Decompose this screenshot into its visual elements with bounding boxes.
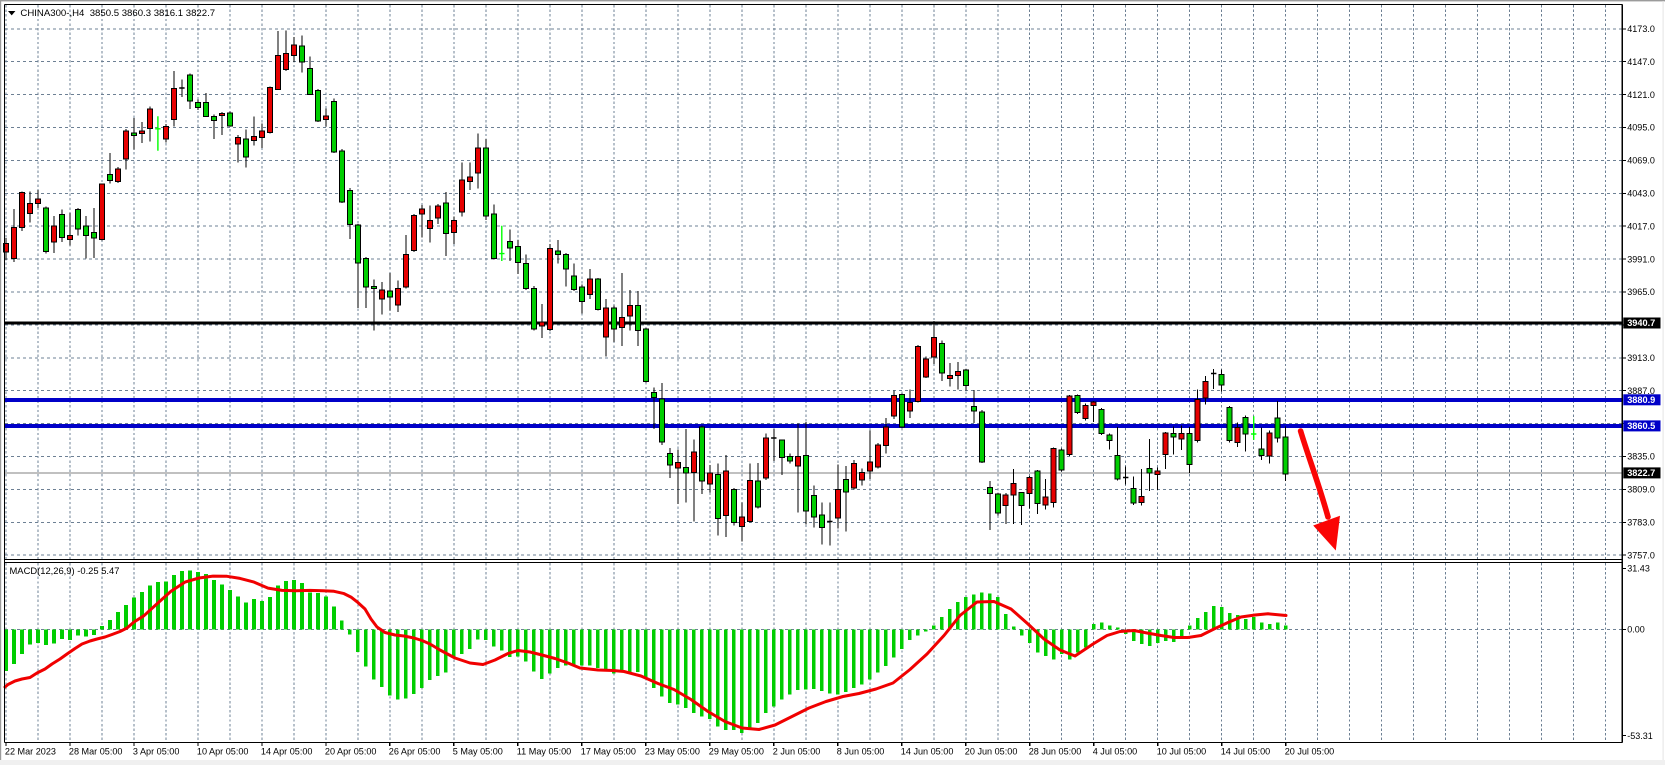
svg-text:10 Apr 05:00: 10 Apr 05:00 (197, 747, 249, 757)
svg-text:2 Jun 05:00: 2 Jun 05:00 (773, 747, 821, 757)
svg-text:MACD(12,26,9) -0.25 5.47: MACD(12,26,9) -0.25 5.47 (10, 565, 120, 576)
svg-text:20 Jul 05:00: 20 Jul 05:00 (1285, 747, 1335, 757)
svg-text:22 Mar 2023: 22 Mar 2023 (5, 747, 56, 757)
svg-text:3965.0: 3965.0 (1627, 287, 1655, 297)
svg-text:3757.0: 3757.0 (1627, 550, 1655, 560)
svg-text:3 Apr 05:00: 3 Apr 05:00 (133, 747, 180, 757)
svg-text:4095.0: 4095.0 (1627, 123, 1655, 133)
svg-text:4043.0: 4043.0 (1627, 189, 1655, 199)
svg-text:3860.5: 3860.5 (1627, 421, 1655, 431)
svg-text:0.00: 0.00 (1627, 625, 1645, 635)
svg-text:3809.0: 3809.0 (1627, 485, 1655, 495)
svg-text:14 Apr 05:00: 14 Apr 05:00 (261, 747, 313, 757)
svg-text:8 Jun 05:00: 8 Jun 05:00 (837, 747, 885, 757)
svg-text:28 Jun 05:00: 28 Jun 05:00 (1029, 747, 1082, 757)
svg-text:29 May 05:00: 29 May 05:00 (709, 747, 764, 757)
svg-text:3822.7: 3822.7 (1627, 468, 1655, 478)
svg-text:4 Jul 05:00: 4 Jul 05:00 (1093, 747, 1138, 757)
svg-text:-53.31: -53.31 (1627, 731, 1653, 741)
svg-text:5 May 05:00: 5 May 05:00 (453, 747, 503, 757)
svg-text:3991.0: 3991.0 (1627, 254, 1655, 264)
svg-text:3880.9: 3880.9 (1627, 395, 1655, 405)
svg-text:28 Mar 05:00: 28 Mar 05:00 (69, 747, 123, 757)
svg-text:4173.0: 4173.0 (1627, 24, 1655, 34)
svg-text:14 Jul 05:00: 14 Jul 05:00 (1221, 747, 1271, 757)
svg-text:3887.0: 3887.0 (1627, 386, 1655, 396)
svg-text:3783.0: 3783.0 (1627, 518, 1655, 528)
svg-text:4121.0: 4121.0 (1627, 90, 1655, 100)
svg-text:20 Apr 05:00: 20 Apr 05:00 (325, 747, 377, 757)
svg-text:4069.0: 4069.0 (1627, 156, 1655, 166)
svg-text:3913.0: 3913.0 (1627, 353, 1655, 363)
svg-text:14 Jun 05:00: 14 Jun 05:00 (901, 747, 954, 757)
svg-text:3835.0: 3835.0 (1627, 452, 1655, 462)
svg-text:4017.0: 4017.0 (1627, 221, 1655, 231)
svg-text:23 May 05:00: 23 May 05:00 (645, 747, 700, 757)
svg-text:10 Jul 05:00: 10 Jul 05:00 (1157, 747, 1207, 757)
svg-text:31.43: 31.43 (1627, 564, 1650, 574)
svg-text:4147.0: 4147.0 (1627, 57, 1655, 67)
svg-text:17 May 05:00: 17 May 05:00 (581, 747, 636, 757)
svg-text:20 Jun 05:00: 20 Jun 05:00 (965, 747, 1018, 757)
svg-text:3940.7: 3940.7 (1627, 318, 1655, 328)
svg-text:CHINA300-,H4 3850.5 3860.3 38: CHINA300-,H4 3850.5 3860.3 3816.1 3822.7 (20, 8, 215, 19)
svg-text:11 May 05:00: 11 May 05:00 (517, 747, 571, 757)
svg-text:26 Apr 05:00: 26 Apr 05:00 (389, 747, 441, 757)
